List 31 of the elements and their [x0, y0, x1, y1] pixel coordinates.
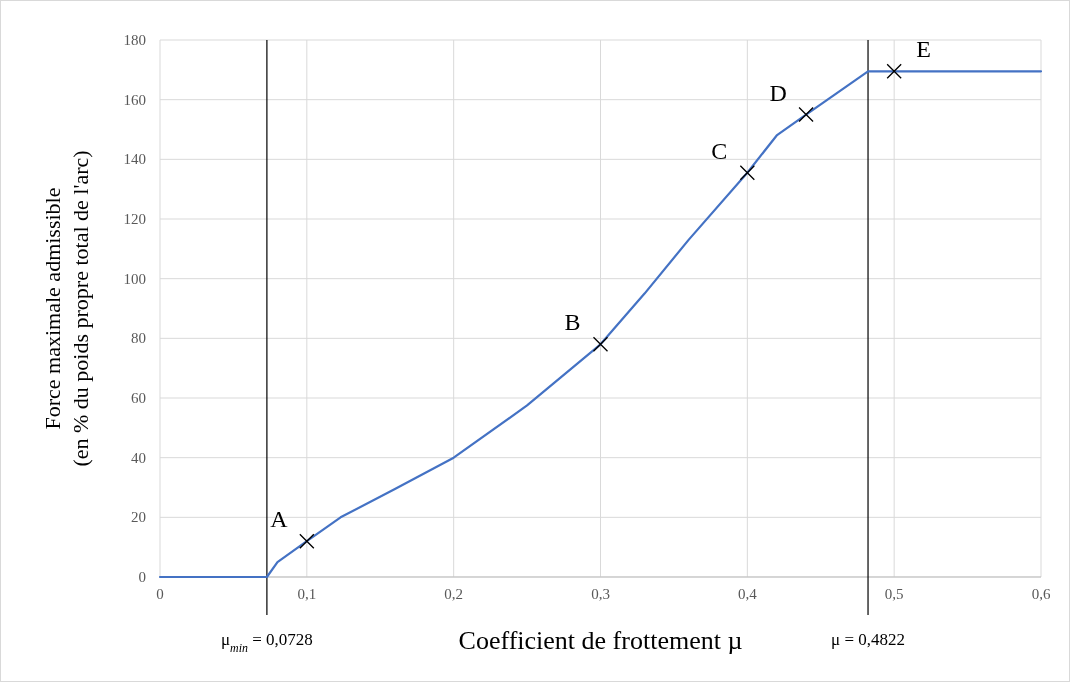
x-tick-label: 0,6: [1031, 586, 1051, 602]
x-tick-label: 0,5: [884, 586, 904, 602]
y-tick-label: 140: [123, 151, 146, 168]
annotation: C: [711, 137, 728, 164]
annotation: E: [916, 36, 931, 63]
y-tick-label: 60: [131, 390, 146, 406]
x-tick-label: 0: [156, 586, 164, 602]
y-tick-label: 100: [123, 270, 146, 287]
y-tick-label: 40: [131, 449, 146, 466]
point: [739, 165, 755, 181]
point: [798, 106, 814, 123]
point: [592, 336, 609, 352]
point: [299, 533, 315, 549]
x-tick-label: 0,3: [591, 586, 610, 602]
point: [886, 63, 902, 79]
x-tick-label: 0,4: [737, 586, 758, 602]
y-tick-label: 180: [123, 32, 146, 48]
annotation: B: [564, 309, 581, 336]
y-tick-label: 120: [123, 211, 146, 227]
y-tick-label: 0: [138, 569, 146, 585]
x-tick-label: 0,1: [297, 586, 317, 602]
annotation: D: [769, 79, 787, 106]
y-tick-label: 20: [131, 509, 146, 526]
y-axis-title: Force maximale admissible (en % du poids propre total de l'arc): [40, 150, 93, 467]
ref-line-label: μ = 0,4822: [831, 630, 906, 649]
x-axis-title: Coefficient de frottement µ: [458, 626, 743, 655]
x-tick-label: 0,2: [444, 586, 464, 602]
y-tick-label: 80: [131, 330, 146, 347]
y-tick-label: 160: [123, 91, 146, 108]
annotation: A: [270, 506, 289, 533]
ref-line-label: μ$_{min}$ = 0,0728: [220, 630, 313, 655]
